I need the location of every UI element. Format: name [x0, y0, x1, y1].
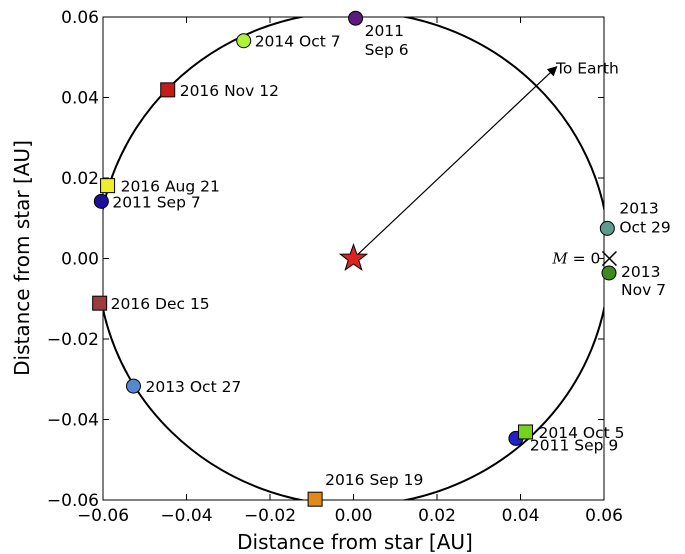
star-marker	[338, 242, 369, 272]
data-point-circle	[125, 378, 141, 394]
data-point-label: 2016 Nov 12	[180, 82, 279, 100]
x-tick-label: 0.04	[502, 506, 540, 526]
data-point-label: 2013	[621, 263, 660, 281]
data-point-label: 2014 Oct 5	[539, 424, 625, 442]
data-point-label: 2016 Sep 19	[325, 471, 423, 489]
x-tick-label: −0.02	[244, 506, 296, 526]
data-point-square	[518, 424, 534, 440]
x-tick-label: 0.06	[585, 506, 623, 526]
data-point-square	[160, 82, 176, 98]
y-tick-label: −0.06	[47, 491, 99, 511]
periastron-marker	[601, 250, 617, 267]
y-tick-label: 0.06	[61, 8, 99, 28]
earth-arrow-label: To Earth	[555, 59, 619, 77]
y-tick-label: 0.02	[61, 169, 99, 189]
data-point-square	[92, 295, 108, 311]
plot-area: −0.06 −0.04 −0.02 0.00 0.02 0.04 0.06 −0.06 −0.0…	[47, 8, 671, 526]
y-tick-label: −0.02	[47, 330, 99, 350]
data-point-label: 2011 Sep 7	[112, 193, 200, 211]
data-point-label: 2013	[619, 199, 658, 217]
x-tick-label: −0.04	[160, 506, 212, 526]
x-tick-label: 0.02	[418, 506, 456, 526]
data-point-square	[307, 491, 323, 507]
x-tick-label: 0.00	[335, 506, 373, 526]
data-point-square	[100, 178, 116, 194]
data-point-circle	[93, 193, 109, 209]
data-point-label-line2: Sep 6	[365, 41, 409, 59]
y-tick-label: 0.00	[61, 250, 99, 270]
data-point-label: 2014 Oct 7	[255, 33, 341, 51]
data-point-label-line2: Oct 29	[619, 218, 670, 236]
x-tick-label: −0.06	[77, 506, 129, 526]
data-point-label: 2011 Sep 9	[530, 436, 618, 454]
y-tick-label: −0.04	[47, 411, 99, 431]
data-point-circle	[236, 33, 252, 49]
data-point-circle	[599, 220, 615, 236]
data-point-label: 2016 Dec 15	[111, 295, 210, 313]
data-point-label: 2016 Aug 21	[121, 178, 220, 196]
data-point-circle	[601, 265, 617, 281]
earth-arrow	[353, 65, 558, 259]
y-axis-title: Distance from star [AU]	[10, 140, 34, 376]
data-point-label: 2011	[365, 22, 404, 40]
data-point-circle	[348, 10, 364, 26]
x-axis-title: Distance from star [AU]	[237, 530, 473, 554]
y-tick-label: 0.04	[61, 89, 99, 109]
periastron-label: M = 0	[551, 250, 600, 268]
data-point-label: 2013 Oct 27	[145, 378, 241, 396]
data-point-label-line2: Nov 7	[621, 281, 666, 299]
